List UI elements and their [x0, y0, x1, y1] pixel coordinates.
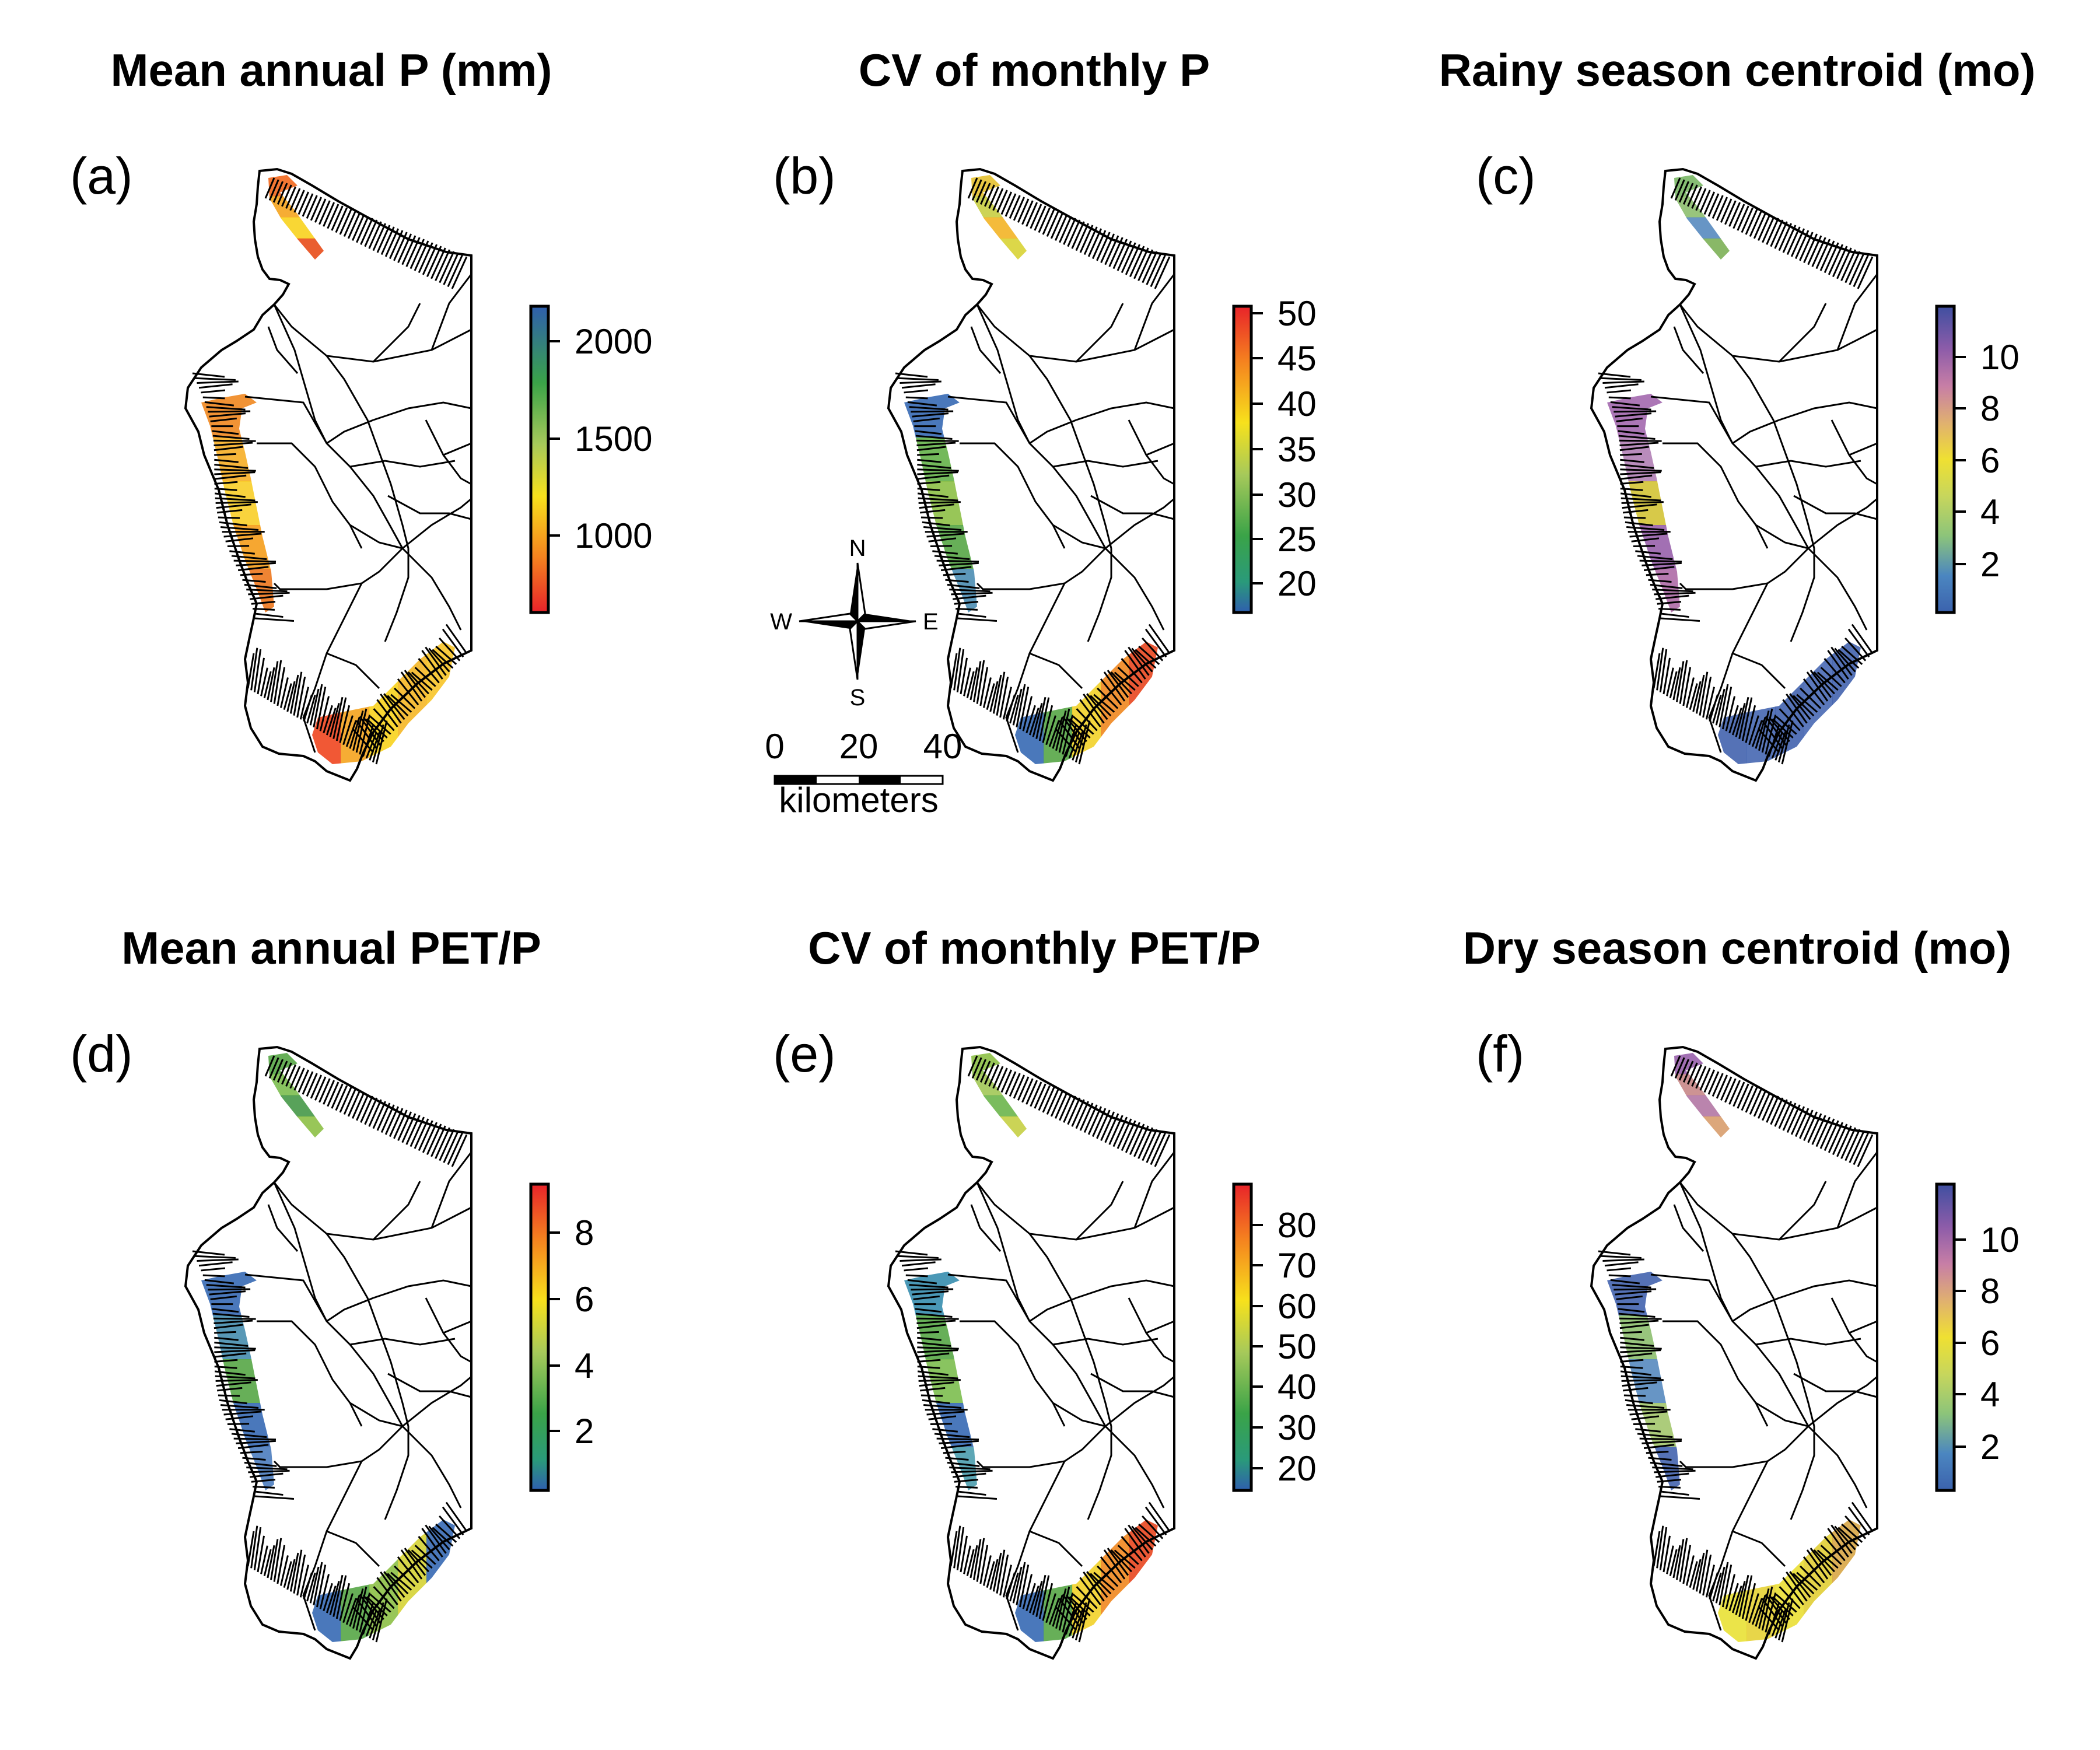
scale-tick-0: 0 — [765, 727, 784, 766]
colorbar-tick-label: 20 — [1278, 564, 1317, 603]
colorbar-tick-label: 6 — [575, 1280, 594, 1319]
island-map — [184, 167, 473, 782]
panel-label: (d) — [70, 1025, 133, 1083]
colorbar: 50 45 40 35 30 25 20 — [1232, 294, 1317, 614]
island-map — [184, 1045, 473, 1660]
colorbar-tick-label: 10 — [1980, 338, 2020, 377]
panel-c: Rainy season centroid (mo) (c) 10 8 6 4 2 — [1439, 44, 2036, 782]
scale-unit: kilometers — [779, 780, 938, 820]
colorbar-tick-label: 25 — [1278, 520, 1317, 559]
colorbar-tick-label: 2 — [575, 1412, 594, 1451]
island-map — [1590, 1045, 1878, 1660]
panel-title: Dry season centroid (mo) — [1463, 922, 2012, 974]
panel-a: Mean annual P (mm) (a) 2000 1500 1000 — [70, 44, 652, 782]
scale-tick-40: 40 — [923, 727, 963, 766]
compass-rose: N S E W — [770, 536, 938, 710]
scale-tick-20: 20 — [839, 727, 878, 766]
scale-bar: 0 20 40 kilometers — [765, 727, 962, 820]
compass-n: N — [849, 536, 866, 561]
compass-star-icon — [799, 562, 916, 680]
colorbar-tick-label: 4 — [1980, 1375, 2000, 1414]
panel-title: Mean annual PET/P — [121, 922, 541, 974]
panel-label: (c) — [1476, 147, 1536, 205]
colorbar-tick-label: 40 — [1278, 384, 1317, 424]
panel-title: Rainy season centroid (mo) — [1439, 44, 2036, 96]
panel-label: (f) — [1476, 1025, 1524, 1083]
colorbar-tick-label: 8 — [575, 1213, 594, 1252]
island-map — [1590, 167, 1878, 782]
panel-title: CV of monthly P — [859, 44, 1210, 96]
colorbar-tick-label: 50 — [1278, 294, 1317, 333]
colorbar-tick-label: 2000 — [575, 322, 652, 361]
colorbar-tick-label: 10 — [1980, 1220, 2020, 1259]
panel-d: Mean annual PET/P (d) 8 6 4 2 — [70, 922, 594, 1660]
colorbar-tick-label: 8 — [1980, 389, 2000, 428]
colorbar: 8 6 4 2 — [529, 1182, 594, 1492]
panel-title: CV of monthly PET/P — [808, 922, 1261, 974]
compass-w: W — [770, 609, 792, 635]
island-map — [887, 167, 1175, 782]
colorbar: 10 8 6 4 2 — [1935, 304, 2020, 614]
panel-f: Dry season centroid (mo) (f) 10 8 6 4 2 — [1463, 922, 2020, 1660]
colorbar-tick-label: 4 — [1980, 492, 2000, 531]
colorbar-tick-label: 70 — [1278, 1246, 1317, 1285]
panel-label: (e) — [773, 1025, 836, 1083]
colorbar-tick-label: 60 — [1278, 1287, 1317, 1326]
colorbar-tick-label: 6 — [1980, 1324, 2000, 1363]
panel-b: CV of monthly P (b) 50 45 40 35 30 25 20 — [773, 44, 1317, 782]
colorbar-tick-label: 35 — [1278, 430, 1317, 469]
colorbar-tick-label: 30 — [1278, 475, 1317, 514]
colorbar-tick-label: 80 — [1278, 1206, 1317, 1245]
colorbar: 10 8 6 4 2 — [1935, 1182, 2020, 1492]
island-map — [887, 1045, 1175, 1660]
colorbar-tick-label: 6 — [1980, 441, 2000, 480]
colorbar-tick-label: 2 — [1980, 545, 2000, 584]
colorbar-tick-label: 8 — [1980, 1272, 2000, 1311]
panel-label: (a) — [70, 147, 133, 205]
colorbar-tick-label: 30 — [1278, 1408, 1317, 1447]
colorbar-tick-label: 50 — [1278, 1327, 1317, 1366]
colorbar-tick-label: 1000 — [575, 516, 652, 555]
panel-title: Mean annual P (mm) — [110, 44, 552, 96]
compass-s: S — [850, 685, 866, 710]
colorbar-tick-label: 20 — [1278, 1449, 1317, 1488]
colorbar-tick-label: 1500 — [575, 419, 652, 459]
panel-label: (b) — [773, 147, 836, 205]
colorbar-tick-label: 45 — [1278, 339, 1317, 378]
colorbar-tick-label: 4 — [575, 1346, 594, 1385]
colorbar-tick-label: 40 — [1278, 1367, 1317, 1406]
colorbar-tick-label: 2 — [1980, 1427, 2000, 1466]
colorbar: 2000 1500 1000 — [529, 304, 652, 614]
compass-e: E — [923, 609, 939, 635]
